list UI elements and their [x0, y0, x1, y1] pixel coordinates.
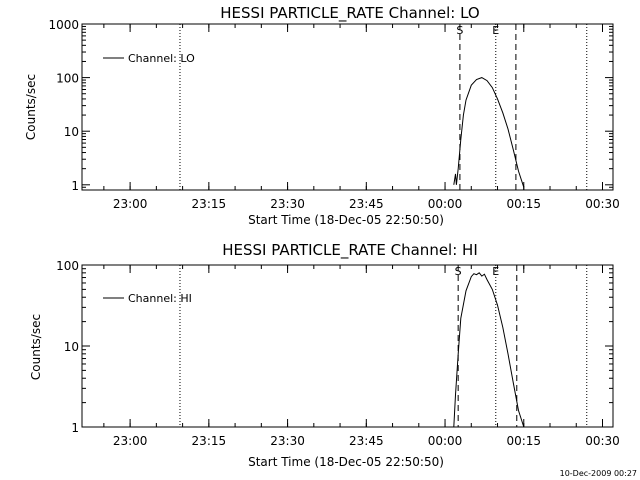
y-tick-label: 100 [56, 259, 79, 273]
x-tick-label: 00:15 [506, 434, 541, 448]
chart-title: HESSI PARTICLE_RATE Channel: LO [220, 4, 479, 23]
x-tick-label: 00:30 [585, 434, 620, 448]
x-axis-label: Start Time (18-Dec-05 22:50:50) [248, 455, 444, 469]
x-tick-label: 00:15 [506, 197, 541, 211]
x-tick-label: 00:30 [585, 197, 620, 211]
x-axis-label: Start Time (18-Dec-05 22:50:50) [248, 213, 444, 227]
series-line [453, 77, 525, 188]
marker-label: E [492, 265, 499, 278]
y-ticks: 1 10 100 1000 [48, 18, 613, 193]
legend-label: Channel: LO [128, 52, 195, 65]
x-tick-label: 23:30 [270, 434, 305, 448]
y-tick-label: 10 [64, 125, 79, 139]
series-lines [453, 77, 525, 188]
x-tick-label: 23:00 [113, 197, 148, 211]
y-tick-label: 1 [71, 421, 79, 435]
y-tick-label: 1 [71, 179, 79, 193]
y-tick-label: 1000 [48, 18, 79, 32]
plot-frame [81, 264, 614, 428]
marker-label: S [456, 24, 463, 37]
plot-frame [81, 23, 614, 191]
y-axis-label: Counts/sec [29, 314, 43, 380]
x-tick-label: 23:15 [192, 434, 227, 448]
y-axis-label: Counts/sec [24, 74, 38, 140]
x-tick-label: 23:00 [113, 434, 148, 448]
x-tick-label: 00:00 [428, 434, 463, 448]
x-tick-label: 23:45 [349, 434, 384, 448]
y-tick-label: 10 [64, 340, 79, 354]
legend: Channel: HI [103, 292, 192, 305]
chart-title: HESSI PARTICLE_RATE Channel: HI [222, 241, 478, 260]
x-tick-label: 23:15 [192, 197, 227, 211]
marker-label: S [455, 265, 462, 278]
series-line [453, 272, 525, 428]
x-ticks: 23:00 23:15 23:30 23:45 00:00 00:15 00:30 [103, 265, 620, 448]
y-ticks: 1 10 100 [56, 259, 613, 435]
footer-timestamp: 10-Dec-2009 00:27 [560, 469, 637, 478]
legend-label: Channel: HI [128, 292, 192, 305]
y-tick-label: 100 [56, 72, 79, 86]
legend: Channel: LO [103, 52, 195, 65]
x-tick-label: 23:45 [349, 197, 384, 211]
x-tick-label: 00:00 [428, 197, 463, 211]
x-tick-label: 23:30 [270, 197, 305, 211]
x-ticks: 23:00 23:15 23:30 23:45 00:00 00:15 00:30 [103, 24, 620, 211]
series-lines [453, 272, 525, 428]
marker-label: E [492, 24, 499, 37]
